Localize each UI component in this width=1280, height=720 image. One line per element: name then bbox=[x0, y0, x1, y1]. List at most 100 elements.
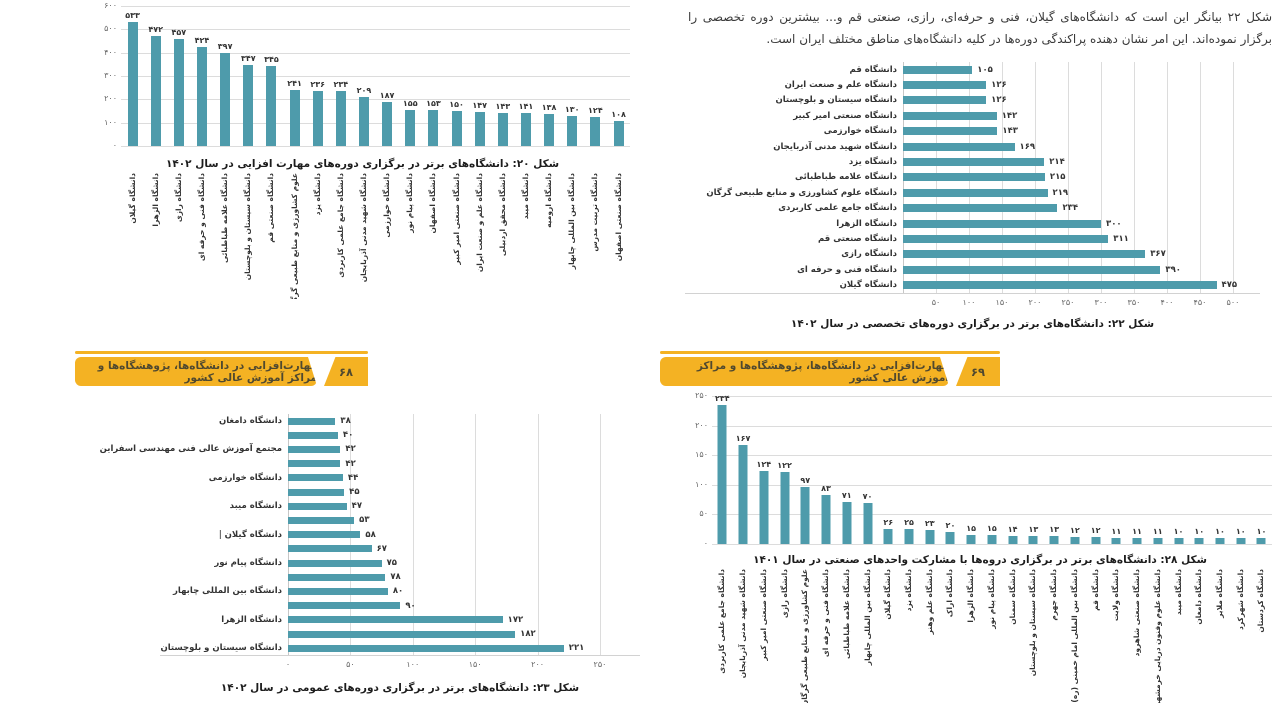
bar bbox=[288, 587, 388, 595]
bar-value-label: ۱۵۳ bbox=[426, 99, 441, 109]
bar-value-label: ۱۳۰ bbox=[564, 104, 580, 114]
category-slot: دانشگاه جامع علمی کاربردی bbox=[329, 170, 352, 302]
figure-23-chart: ۰ ۵۰ ۱۰۰ ۱۵۰ ۲۰۰ ۲۵۰ دانشگاه دامغان ۳۸ ۴۰ مجتمع آ… bbox=[100, 414, 640, 695]
bar-value-label: ۱۰ bbox=[1194, 527, 1205, 537]
category-label: دانشگاه ملایر bbox=[1215, 569, 1224, 618]
bar bbox=[1091, 536, 1101, 544]
x-axis-tick-label: ۲۵۰ bbox=[593, 660, 607, 670]
bar-row: ۴۵ bbox=[160, 485, 640, 499]
bar-value-label: ۹۰ bbox=[405, 600, 416, 611]
bar-row: دانشگاه بین المللی چابهار ۸۰ bbox=[160, 584, 640, 598]
bar-row: دانشگاه دامغان ۳۸ bbox=[160, 414, 640, 428]
bar-value-label: ۱۷۲ bbox=[507, 614, 524, 625]
category-slot: دانشگاه بین المللی چابهار bbox=[857, 566, 878, 706]
category-slot: دانشگاه اراک bbox=[940, 566, 961, 706]
bar bbox=[1008, 535, 1018, 544]
gridline bbox=[712, 544, 1272, 545]
bar-row: ۱۸۲ bbox=[160, 627, 640, 641]
bar-row: دانشگاه جامع علمی کاربردی ۲۳۴ bbox=[685, 201, 1260, 216]
bar-slot: ۳۴۵ bbox=[260, 6, 283, 146]
bar-slot: ۱۴ bbox=[1002, 396, 1023, 544]
bar-slot: ۱۵۳ bbox=[422, 6, 445, 146]
bar bbox=[821, 494, 831, 544]
category-label: دانشگاه دامغان bbox=[1194, 569, 1204, 625]
bar-value-label: ۱۱ bbox=[1152, 526, 1163, 536]
bar-slot: ۱۱ bbox=[1127, 396, 1148, 544]
category-slot: دانشگاه رازی bbox=[167, 170, 190, 302]
category-label: دانشگاه ارومیه bbox=[544, 173, 554, 228]
category-label: دانشگاه اراک bbox=[945, 569, 955, 618]
bar-value-label: ۱۴ bbox=[1007, 524, 1018, 534]
bar-value-label: ۲۱۵ bbox=[1049, 172, 1066, 183]
category-slot: دانشگاه صنعتی امیر کبیر bbox=[753, 566, 774, 706]
y-axis-tick-label: ۱۰۰ bbox=[104, 117, 117, 127]
category-slot: علوم کشاورزی و منابع طبیعی گرگان bbox=[795, 566, 816, 706]
banner-top-line bbox=[660, 351, 1000, 354]
bar-value-label: ۲۵ bbox=[904, 518, 914, 528]
gridline bbox=[712, 425, 1272, 427]
category-label: دانشگاه رازی bbox=[779, 569, 789, 619]
category-slot: دانشگاه علامه طباطبائی bbox=[836, 566, 857, 706]
category-label: دانشگاه گیلان bbox=[883, 569, 893, 620]
category-slot: دانشگاه بین المللی امام خمینی (ره) bbox=[1064, 566, 1085, 706]
x-axis-tick-label: ۵۰۰ bbox=[1226, 298, 1240, 307]
x-axis-tick-label: ۵۰ bbox=[346, 660, 355, 670]
category-slot: دانشگاه پیام نور bbox=[399, 170, 422, 302]
bar bbox=[1070, 536, 1080, 544]
bar-value-label: ۱۰ bbox=[1215, 527, 1225, 537]
bar-slot: ۱۲۴ bbox=[584, 6, 607, 146]
bar-value-label: ۲۱۴ bbox=[1049, 157, 1065, 168]
bar-row: مجتمع آموزش عالی فنی مهندسی اسفراین ۴۲ bbox=[100, 442, 640, 456]
bar-slot: ۱۳۸ bbox=[538, 6, 561, 146]
bar-slot: ۱۲۲ bbox=[774, 396, 795, 544]
bar-slot: ۹۷ bbox=[795, 396, 816, 544]
bar-slot: ۱۱ bbox=[1147, 396, 1168, 544]
bar bbox=[266, 65, 277, 146]
figure-23-caption: شکل ۲۳: دانشگاه‌های برتر در برگزاری دوره… bbox=[220, 682, 580, 695]
bar bbox=[358, 97, 369, 146]
bar-value-label: ۲۰ bbox=[945, 521, 956, 531]
bar-slot: ۱۰ bbox=[1230, 396, 1251, 544]
bar bbox=[966, 535, 976, 544]
category-slot: دانشگاه علامه طباطبائی bbox=[214, 170, 237, 302]
bar-slot: ۲۶ bbox=[878, 396, 899, 544]
y-axis-tick-label: ۲۵۰ bbox=[695, 391, 708, 400]
bar bbox=[1215, 538, 1225, 544]
bar-row: دانشگاه گیلان ۴۷۵ bbox=[685, 278, 1260, 293]
bar-value-label: ۴۷ bbox=[351, 501, 363, 512]
category-label: دانشگاه جهرم bbox=[1049, 569, 1059, 621]
gridline bbox=[1068, 62, 1069, 293]
bar bbox=[288, 573, 386, 581]
bar bbox=[903, 142, 1015, 151]
figure-20-chart: ۶۰۰ ۵۰۰ ۴۰۰ ۳۰۰ ۲۰۰ ۱۰۰ ۰ ۵۳۳ ۴۷۲ ۴۵۷ ۴۲۴ ۳۹۷ ۳۴۷ ۳۴۵… bbox=[95, 1, 630, 302]
category-label: دانشگاه پیام نور bbox=[405, 173, 415, 233]
chart28-plot-area: ۲۵۰ ۲۰۰ ۱۵۰ ۱۰۰ ۵۰ ۰ ۲۳۴ ۱۶۷ ۱۲۴ ۱۲۲ ۹۷ ۸۳ ۷۱ ۷۰ ۲۶ ۲۵ ۲… bbox=[695, 391, 1272, 548]
bar-value-label: ۵۳۳ bbox=[125, 10, 140, 20]
x-axis-tick-label: ۴۵۰ bbox=[1193, 298, 1207, 307]
category-slot: دانشگاه پیام نور bbox=[982, 566, 1003, 706]
bar bbox=[1153, 537, 1163, 544]
bar-value-label: ۱۳ bbox=[1049, 525, 1059, 535]
bar bbox=[1194, 538, 1204, 544]
bar-value-label: ۳۹۰ bbox=[1165, 264, 1181, 275]
bar-slot: ۲۳ bbox=[919, 396, 940, 544]
bar-slot: ۱۳ bbox=[1044, 396, 1065, 544]
category-slot: دانشگاه گیلان bbox=[878, 566, 899, 706]
category-label: دانشگاه میبد bbox=[229, 501, 282, 512]
chart20-plot-area: ۶۰۰ ۵۰۰ ۴۰۰ ۳۰۰ ۲۰۰ ۱۰۰ ۰ ۵۳۳ ۴۷۲ ۴۵۷ ۴۲۴ ۳۹۷ ۳۴۷ ۳۴۵… bbox=[104, 1, 630, 150]
bar-slot: ۷۰ bbox=[857, 396, 878, 544]
bar-row: دانشگاه علم و صنعت ایران ۱۲۶ bbox=[685, 77, 1260, 92]
bar-slot: ۱۲ bbox=[1064, 396, 1085, 544]
gridline bbox=[1167, 62, 1168, 293]
bar-value-label: ۳۴۷ bbox=[240, 54, 256, 64]
category-slot: دانشگاه سیستان و بلوچستان bbox=[237, 170, 260, 302]
category-label: دانشگاه قم bbox=[1090, 569, 1100, 611]
category-label: دانشگاه صنعتی امیر کبیر bbox=[451, 173, 461, 265]
category-slot: دانشگاه ولایت bbox=[1106, 566, 1127, 706]
category-label: دانشگاه فنی و حرفه ای bbox=[821, 569, 831, 658]
category-slot: دانشگاه علم و صنعت ایران bbox=[468, 170, 491, 302]
y-axis-tick-label: ۳۰۰ bbox=[104, 71, 117, 80]
bar-slot: ۲۳۴ bbox=[712, 394, 733, 544]
category-label: دانشگاه رازی bbox=[173, 173, 183, 223]
bar bbox=[520, 113, 531, 146]
